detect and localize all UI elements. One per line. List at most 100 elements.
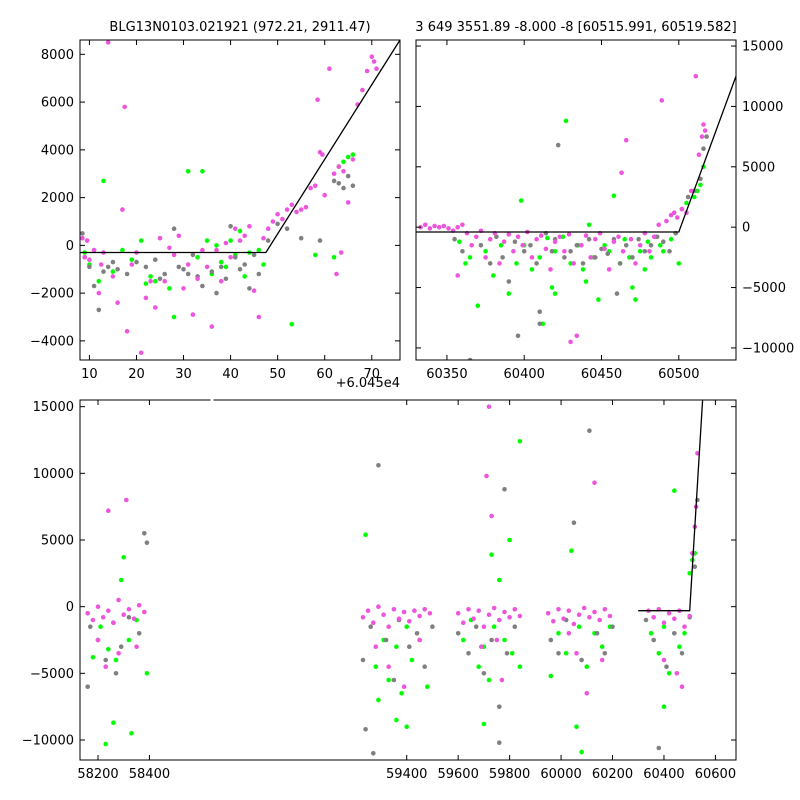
top_right-point-magenta-60 — [688, 188, 694, 194]
top_right-point-magenta-27 — [543, 246, 549, 252]
top_right-point-magenta-58 — [679, 206, 685, 212]
top_left-point-magenta-3 — [87, 257, 92, 263]
bottom-point-green-38 — [507, 537, 512, 543]
top_right-point-green-33 — [637, 249, 643, 254]
bottom-point-magenta-27 — [407, 619, 412, 624]
top_left-ytick-label-2: 0 — [66, 239, 74, 254]
top_left-point-gray-24 — [218, 264, 224, 270]
top_left-point-gray-7 — [110, 259, 116, 265]
top_right-point-magenta-17 — [497, 261, 502, 266]
top_right-point-gray-33 — [648, 243, 654, 248]
top_left-point-magenta-0 — [80, 235, 85, 241]
top_right-xtick-label-1: 60400 — [504, 367, 545, 382]
bottom-point-magenta-17 — [134, 644, 139, 649]
top_right-point-magenta-46 — [628, 236, 634, 242]
top_right-point-green-5 — [491, 273, 496, 278]
top_right-point-green-29 — [622, 236, 627, 242]
top_right-point-green-35 — [645, 239, 651, 244]
top_right-point-gray-7 — [500, 255, 505, 260]
top_left-point-magenta-11 — [120, 207, 125, 212]
top_left-xtick-label-6: 70 — [363, 367, 380, 382]
top_right-point-magenta-8 — [455, 224, 461, 230]
top-left-title: BLG13N0103.021921 (972.21, 2911.47) — [109, 20, 370, 35]
top_left-point-magenta-39 — [247, 224, 252, 229]
top_right-point-magenta-36 — [583, 233, 589, 238]
bottom-point-green-24 — [376, 697, 381, 703]
bottom-point-green-43 — [576, 624, 582, 629]
top_left-point-magenta-57 — [327, 66, 332, 71]
top_left-point-magenta-67 — [369, 54, 375, 59]
top_right-point-magenta-62 — [696, 152, 702, 157]
bottom-point-green-60 — [661, 704, 667, 709]
top_right-point-green-42 — [684, 200, 689, 206]
bottom-point-magenta-76 — [661, 620, 667, 625]
top_left-point-magenta-36 — [233, 226, 238, 231]
top_left-point-magenta-32 — [214, 247, 219, 253]
top_left-point-green-32 — [345, 154, 351, 160]
bottom-point-magenta-49 — [486, 404, 492, 410]
top_left-point-gray-31 — [251, 252, 257, 258]
bottom-point-magenta-2 — [95, 604, 101, 609]
top_right-point-green-11 — [529, 267, 535, 272]
top_right-ytick-label-5: 15000 — [742, 40, 783, 55]
bottom-point-magenta-13 — [124, 497, 129, 503]
top_right-point-gray-5 — [487, 261, 493, 266]
bottom-point-gray-5 — [126, 615, 132, 620]
chart-top-left: −4000 −2000 0 2000 4000 6000 8000 10 20 30 40 50 60 7… — [30, 20, 401, 391]
bottom-point-green-16 — [394, 644, 399, 649]
top_left-point-magenta-29 — [200, 247, 205, 253]
top_right-xtick-label-2: 60450 — [581, 367, 622, 382]
top_left-point-gray-39 — [336, 181, 342, 186]
bottom-point-green-52 — [661, 624, 667, 629]
bottom-point-magenta-55 — [545, 611, 551, 616]
top_left-point-gray-23 — [214, 290, 219, 296]
top_left-point-green-21 — [228, 238, 233, 243]
bottom-point-green-23 — [404, 724, 410, 729]
top_right-point-magenta-56 — [671, 210, 677, 215]
top_right-point-green-7 — [506, 291, 512, 296]
top_left-point-gray-13 — [157, 276, 163, 282]
top_left-point-green-8 — [143, 281, 149, 286]
bottom-point-magenta-34 — [373, 644, 379, 649]
top_right-point-magenta-51 — [651, 234, 657, 240]
bottom-point-magenta-54 — [494, 637, 500, 643]
top_right-ytick-label-1: −5000 — [742, 281, 786, 296]
bottom-point-magenta-9 — [131, 616, 137, 621]
top_left-point-gray-22 — [209, 269, 215, 274]
bottom-point-gray-6 — [136, 631, 142, 636]
top_right-point-gray-30 — [630, 255, 635, 260]
top_left-point-green-34 — [331, 254, 337, 260]
top_left-point-magenta-4 — [91, 247, 97, 253]
bottom-point-green-11 — [129, 731, 134, 736]
top_right-point-green-25 — [602, 243, 607, 248]
bottom-point-green-0 — [90, 655, 96, 660]
bottom-point-magenta-29 — [417, 613, 422, 619]
top_left-point-magenta-40 — [251, 288, 257, 294]
top_left-point-green-12 — [171, 314, 177, 320]
top-right-title: 3 649 3551.89 -8.000 -8 [60515.991, 6051… — [415, 20, 736, 35]
top_left-point-magenta-10 — [115, 300, 120, 306]
top_right-point-gray-16 — [549, 249, 555, 254]
bottom-point-green-4 — [118, 577, 124, 583]
bottom-point-magenta-18 — [360, 615, 366, 620]
bottom-point-magenta-56 — [551, 619, 556, 624]
bottom-point-magenta-20 — [371, 620, 376, 625]
bottom-point-gray-21 — [363, 727, 368, 732]
bottom-point-gray-10 — [113, 671, 119, 676]
bottom-point-magenta-70 — [574, 651, 579, 656]
bottom-point-magenta-61 — [576, 612, 582, 617]
top_left-point-magenta-9 — [110, 274, 116, 279]
top_right-point-magenta-47 — [633, 261, 638, 266]
bottom-point-green-50 — [648, 631, 654, 636]
bottom-point-green-1 — [98, 624, 103, 629]
top_right-point-magenta-63 — [699, 134, 705, 139]
top_right-point-magenta-1 — [423, 222, 428, 228]
bottom-point-gray-25 — [473, 624, 479, 629]
bottom-point-green-57 — [687, 571, 692, 576]
top_left-point-gray-11 — [143, 264, 149, 270]
bottom-point-magenta-64 — [592, 609, 597, 615]
top_right-point-green-21 — [580, 267, 586, 272]
bottom-point-green-39 — [548, 673, 554, 679]
top_left-point-green-23 — [237, 228, 243, 234]
